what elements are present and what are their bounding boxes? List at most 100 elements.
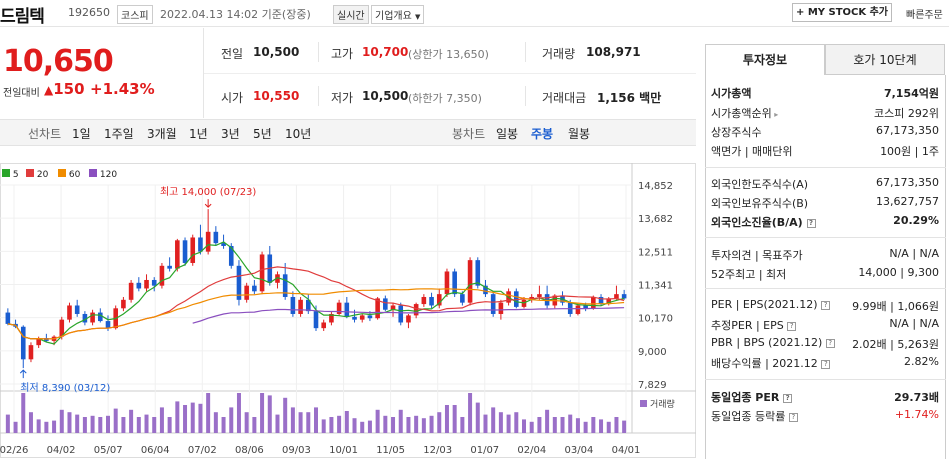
candle-body <box>383 298 388 310</box>
candle-body <box>236 265 242 300</box>
volume-bar <box>352 418 357 433</box>
candle-body <box>205 231 211 252</box>
row-est-per: 추정PER | EPS ? N/A | N/A <box>711 317 939 333</box>
market-badge: 코스피 <box>117 5 153 24</box>
tab-weekly[interactable]: 주봉 <box>531 127 554 141</box>
tab-3y[interactable]: 3년 <box>221 127 240 141</box>
tab-monthly[interactable]: 월봉 <box>568 127 591 141</box>
label-text: 추정PER | EPS <box>711 319 784 332</box>
label: PBR | BPS (2021.12) ? <box>711 336 835 349</box>
tab-10y[interactable]: 10년 <box>285 127 312 141</box>
tab-1w[interactable]: 1주일 <box>104 127 134 141</box>
datetime: 2022.04.13 14:02 기준(장중) <box>160 8 311 21</box>
realtime-button[interactable]: 실시간 <box>333 5 369 24</box>
volume-bar <box>28 412 33 433</box>
volume-bar <box>483 414 488 433</box>
help-icon[interactable]: ? <box>806 219 816 228</box>
label-text: 외국인소진율(B/A) <box>711 216 803 229</box>
candle-body <box>598 296 604 305</box>
x-tick-label: 11/05 <box>376 445 405 456</box>
tab-3m[interactable]: 3개월 <box>147 127 177 141</box>
label: 동일업종 등락률 ? <box>711 408 798 424</box>
help-icon[interactable]: ? <box>825 339 835 348</box>
x-tick-label: 02/26 <box>0 445 28 456</box>
tab-5y[interactable]: 5년 <box>253 127 272 141</box>
volume-bar <box>444 405 449 433</box>
candle-body <box>290 296 296 314</box>
candle-body <box>444 271 450 295</box>
divider <box>318 86 319 106</box>
tab-investment-info[interactable]: 투자정보 <box>705 44 825 75</box>
y-tick-label: 12,511 <box>638 247 673 258</box>
amount-value: 1,156 백만 <box>597 89 661 106</box>
value: 14,000 | 9,300 <box>858 266 939 279</box>
candle-body <box>136 282 142 289</box>
x-tick-label: 10/01 <box>329 445 358 456</box>
label: 투자의견 | 목표주가 <box>711 249 803 262</box>
divider <box>705 167 946 168</box>
volume-bar <box>391 417 396 433</box>
volume-value: 108,971 <box>586 45 641 59</box>
candle-body <box>344 302 350 317</box>
price-change: ▲150 <box>44 80 85 98</box>
help-icon[interactable]: ? <box>788 413 798 422</box>
x-tick-label: 12/03 <box>423 445 452 456</box>
candle-body <box>498 302 504 314</box>
candle-body <box>406 315 411 323</box>
value: 29.73배 <box>894 391 939 404</box>
volume-bar <box>183 405 188 433</box>
volume-bar <box>360 421 365 433</box>
volume-bar <box>283 397 288 433</box>
candle-body <box>59 319 65 337</box>
volume-bar <box>514 412 519 433</box>
volume-bar <box>475 402 480 433</box>
volume-bar <box>529 421 534 433</box>
candle-body <box>28 345 34 360</box>
candle-body <box>583 305 588 309</box>
header <box>0 0 949 27</box>
candle-body <box>259 254 265 292</box>
candle-body <box>82 313 88 323</box>
tab-daily[interactable]: 일봉 <box>496 127 519 141</box>
label: 액면가 | 매매단위 <box>711 145 793 158</box>
ma120-line <box>192 307 625 324</box>
candle-body <box>460 294 465 303</box>
help-icon[interactable]: ? <box>821 360 831 369</box>
line-chart-label: 선차트 <box>28 127 62 141</box>
candle-body <box>282 274 288 297</box>
y-tick-label: 14,852 <box>638 181 673 192</box>
help-icon[interactable]: ? <box>821 301 831 310</box>
info-panel: 투자정보 호가 10단계 시가총액 7,154억원 시가총액순위 ▸ 코스피 292… <box>705 44 946 459</box>
y-tick-label: 13,682 <box>638 214 673 225</box>
volume-bar <box>136 417 141 433</box>
row-52week: 52주최고 | 최저 14,000 | 9,300 <box>711 266 939 282</box>
mystock-add-button[interactable]: + MY STOCK 추가 <box>792 3 892 22</box>
value: 9.99배 | 1,066원 <box>852 300 939 313</box>
volume-legend-label: 거래량 <box>650 398 675 410</box>
candle-body <box>213 231 219 244</box>
legend-swatch <box>26 169 34 177</box>
low-value: 10,500 <box>362 89 409 103</box>
candlestick-chart[interactable]: 14,852 13,682 12,511 11,341 10,170 9,000 7,829… <box>0 163 696 459</box>
help-icon[interactable]: ? <box>787 322 797 331</box>
label: 외국인소진율(B/A) ? <box>711 214 816 230</box>
divider <box>203 28 204 118</box>
volume-bar <box>244 412 249 433</box>
volume-bar <box>337 415 342 433</box>
divider <box>705 379 946 380</box>
volume-bar <box>498 412 503 433</box>
label: 외국인한도주식수(A) <box>711 178 809 191</box>
candle-body <box>329 313 334 323</box>
volume-bar <box>260 393 265 433</box>
company-overview-button[interactable]: 기업개요 ▼ <box>371 5 425 24</box>
quick-order-link[interactable]: 빠른주문 <box>906 10 943 21</box>
tab-1d[interactable]: 1일 <box>72 127 91 141</box>
candle-body <box>198 237 203 252</box>
help-icon[interactable]: ? <box>783 394 793 403</box>
y-tick-label: 7,829 <box>638 380 667 391</box>
volume-bar <box>275 414 280 433</box>
tab-order-book[interactable]: 호가 10단계 <box>825 44 945 75</box>
candle-body <box>252 285 257 292</box>
caret-down-icon: ▼ <box>415 13 421 21</box>
tab-1y[interactable]: 1년 <box>189 127 208 141</box>
